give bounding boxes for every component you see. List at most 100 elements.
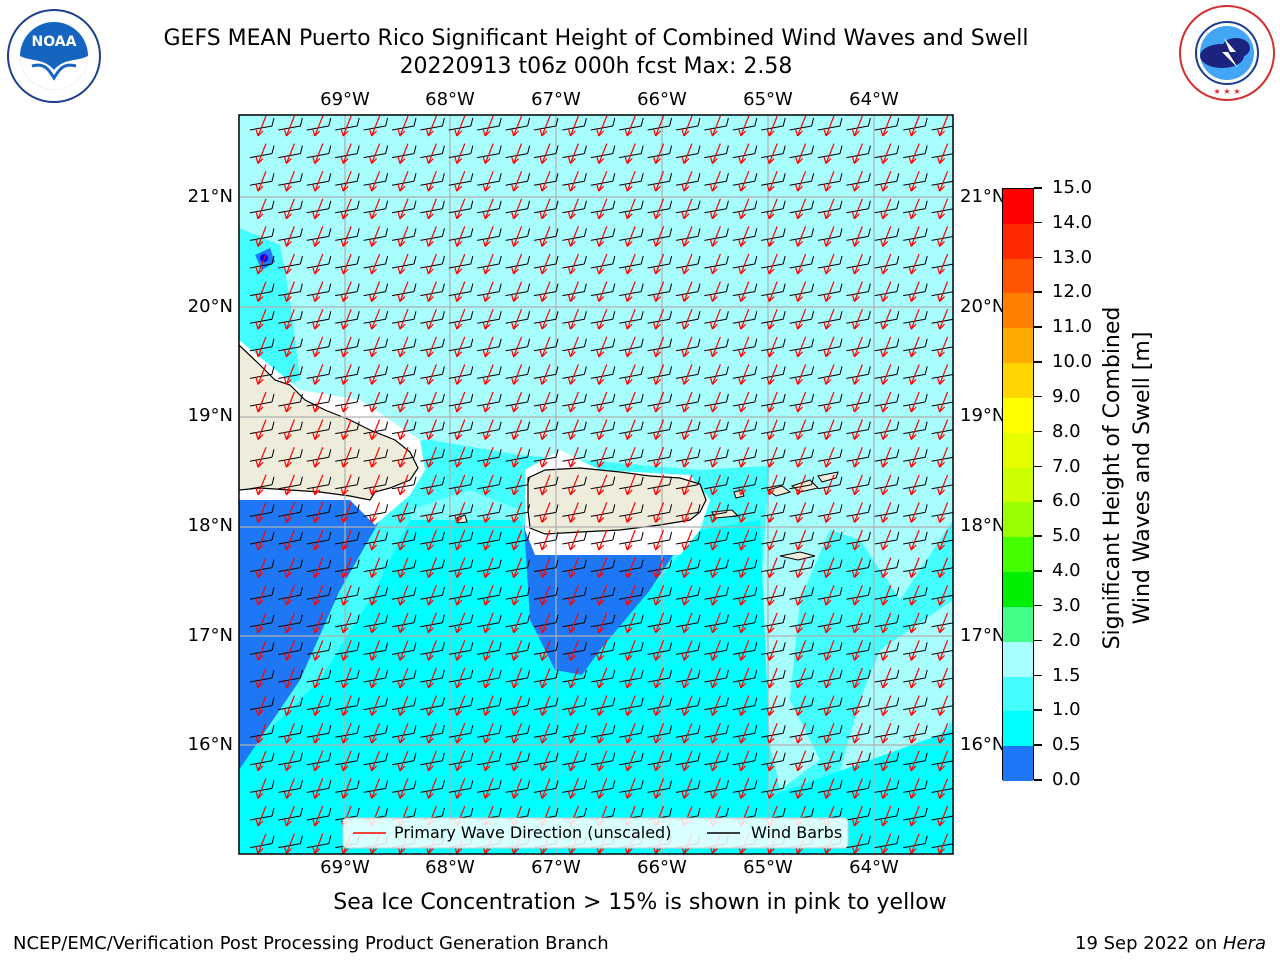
wave-direction-arrow bbox=[681, 226, 693, 247]
wave-direction-arrow bbox=[312, 778, 324, 799]
wave-direction-arrow bbox=[823, 198, 835, 220]
wave-direction-arrow bbox=[454, 695, 466, 717]
wave-direction-arrow bbox=[596, 446, 608, 468]
wave-direction-arrow bbox=[511, 198, 523, 220]
wave-direction-arrow bbox=[369, 281, 381, 303]
wave-direction-arrow bbox=[681, 584, 693, 606]
wave-direction-arrow bbox=[937, 667, 949, 689]
land-st-croix bbox=[779, 551, 816, 561]
wave-direction-arrow bbox=[908, 308, 920, 330]
wave-direction-arrow bbox=[681, 557, 693, 579]
wave-direction-arrow bbox=[567, 750, 579, 772]
wave-direction-arrow bbox=[681, 529, 693, 551]
wave-direction-arrow bbox=[255, 474, 267, 496]
wave-direction-arrow bbox=[539, 198, 551, 220]
wave-direction-arrow bbox=[795, 308, 807, 330]
wave-direction-arrow bbox=[937, 336, 949, 358]
wave-direction-arrow bbox=[795, 474, 807, 496]
colorbar-segment bbox=[1003, 223, 1033, 260]
wave-direction-arrow bbox=[482, 336, 494, 358]
wave-direction-arrow bbox=[624, 198, 636, 220]
wave-direction-arrow bbox=[312, 419, 324, 441]
wave-direction-arrow bbox=[823, 253, 835, 275]
wave-direction-arrow bbox=[795, 750, 807, 772]
wave-direction-arrow bbox=[567, 557, 579, 579]
wave-direction-arrow bbox=[482, 364, 494, 385]
wave-direction-arrow bbox=[624, 226, 636, 247]
wave-direction-arrow bbox=[312, 640, 324, 661]
wave-direction-arrow bbox=[539, 446, 551, 468]
wave-direction-arrow bbox=[312, 750, 324, 772]
wave-direction-arrow bbox=[624, 612, 636, 634]
wave-direction-arrow bbox=[312, 115, 324, 137]
wave-direction-arrow bbox=[283, 667, 295, 689]
colorbar-tick-label: 9.0 bbox=[1052, 385, 1081, 407]
wave-direction-arrow bbox=[369, 308, 381, 330]
wave-direction-arrow bbox=[567, 446, 579, 468]
wave-direction-arrow bbox=[454, 308, 466, 330]
lat-label-right: 19°N bbox=[960, 405, 1006, 426]
sea-ice-note: Sea Ice Concentration > 15% is shown in … bbox=[333, 890, 947, 915]
lat-label-left: 20°N bbox=[187, 296, 233, 317]
wave-direction-arrow bbox=[425, 308, 437, 330]
wave-direction-arrow bbox=[795, 226, 807, 247]
lat-label-left: 16°N bbox=[187, 734, 233, 755]
wave-direction-arrow bbox=[539, 612, 551, 634]
land-hispaniola bbox=[239, 344, 419, 501]
wave-direction-arrow bbox=[539, 584, 551, 606]
wave-direction-arrow bbox=[397, 446, 409, 468]
wave-direction-arrow bbox=[880, 529, 892, 551]
wave-direction-arrow bbox=[425, 143, 437, 165]
wave-direction-arrow bbox=[397, 308, 409, 330]
wave-direction-arrow bbox=[709, 308, 721, 330]
wave-direction-arrow bbox=[596, 419, 608, 441]
wave-direction-arrow bbox=[709, 778, 721, 799]
colorbar-tick-mark bbox=[1034, 709, 1042, 711]
wave-direction-arrow bbox=[709, 253, 721, 275]
wave-direction-arrow bbox=[851, 695, 863, 717]
wave-direction-arrow bbox=[795, 446, 807, 468]
wave-direction-arrow bbox=[880, 170, 892, 192]
wave-direction-arrow bbox=[653, 391, 665, 413]
wave-direction-arrow bbox=[937, 198, 949, 220]
wave-direction-arrow bbox=[880, 612, 892, 634]
wave-direction-arrow bbox=[653, 226, 665, 247]
wave-direction-arrow bbox=[283, 115, 295, 137]
wave-direction-arrow bbox=[851, 308, 863, 330]
wave-direction-arrow bbox=[454, 640, 466, 661]
wave-direction-arrow bbox=[738, 640, 750, 661]
wave-direction-arrow bbox=[766, 612, 778, 634]
wave-direction-arrow bbox=[880, 336, 892, 358]
wave-direction-arrow bbox=[681, 170, 693, 192]
colorbar-tick-label: 0.0 bbox=[1052, 769, 1081, 790]
wave-direction-arrow bbox=[738, 364, 750, 385]
wave-direction-arrow bbox=[880, 750, 892, 772]
wave-direction-arrow bbox=[823, 557, 835, 579]
wave-direction-arrow bbox=[283, 529, 295, 551]
wave-direction-arrow bbox=[539, 640, 551, 661]
wave-direction-arrow bbox=[312, 336, 324, 358]
wave-direction-arrow bbox=[397, 336, 409, 358]
wave-direction-arrow bbox=[312, 584, 324, 606]
wave-direction-arrow bbox=[369, 750, 381, 772]
wave-direction-arrow bbox=[511, 778, 523, 799]
wave-direction-arrow bbox=[511, 253, 523, 275]
wave-direction-arrow bbox=[567, 640, 579, 661]
wave-direction-arrow bbox=[596, 336, 608, 358]
wave-direction-arrow bbox=[823, 419, 835, 441]
wave-direction-arrow bbox=[908, 529, 920, 551]
wave-direction-arrow bbox=[539, 695, 551, 717]
wave-direction-arrow bbox=[425, 364, 437, 385]
wave-direction-arrow bbox=[766, 502, 778, 523]
wave-direction-arrow bbox=[880, 695, 892, 717]
colorbar-segment bbox=[1003, 572, 1033, 608]
wave-direction-arrow bbox=[624, 446, 636, 468]
wave-direction-arrow bbox=[709, 612, 721, 634]
wave-direction-arrow bbox=[880, 805, 892, 827]
lat-label-right: 18°N bbox=[960, 515, 1006, 536]
wave-direction-arrow bbox=[283, 281, 295, 303]
wave-direction-arrow bbox=[880, 640, 892, 661]
wave-direction-arrow bbox=[482, 226, 494, 247]
wave-direction-arrow bbox=[709, 143, 721, 165]
wave-direction-arrow bbox=[255, 336, 267, 358]
